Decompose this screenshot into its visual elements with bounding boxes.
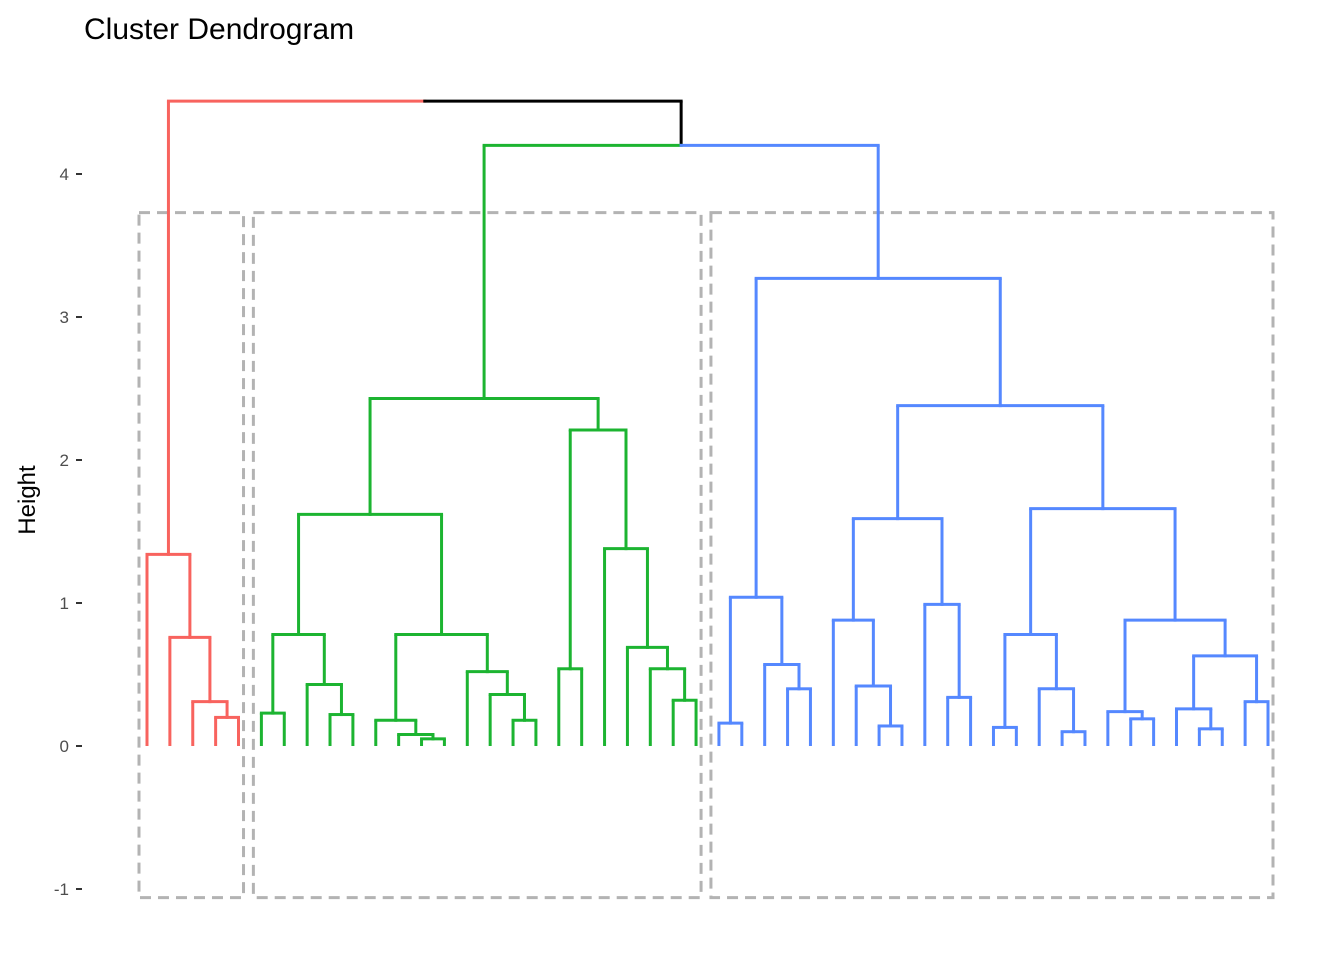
cluster-boxes — [137, 211, 1275, 900]
y-tick-label: 3 — [60, 308, 69, 327]
cluster-box-3 — [709, 211, 1275, 900]
y-axis-label: Height — [14, 465, 41, 535]
y-tick-label: 2 — [60, 451, 69, 470]
dendrogram-branches — [145, 99, 1270, 746]
y-tick-label: -1 — [54, 880, 69, 899]
y-axis: -1 0 1 2 3 4 — [54, 165, 82, 899]
y-tick-label: 1 — [60, 594, 69, 613]
y-tick-label: 4 — [60, 165, 69, 184]
y-tick-label: 0 — [60, 737, 69, 756]
cluster-box-2 — [251, 211, 703, 900]
chart-title: Cluster Dendrogram — [84, 13, 354, 46]
